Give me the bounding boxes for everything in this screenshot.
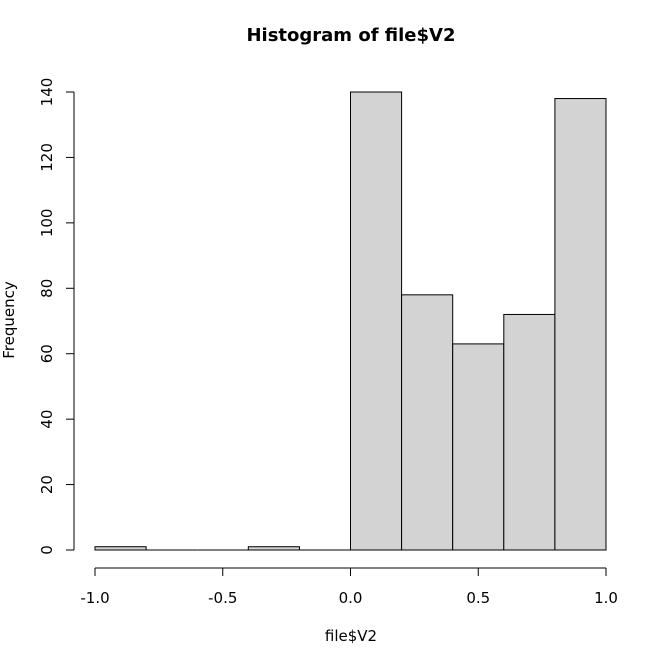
x-tick-label: -1.0: [80, 589, 109, 607]
y-tick-label: 120: [38, 143, 56, 172]
x-axis: -1.0 -0.5 0.0 0.5 1.0: [80, 567, 618, 607]
histogram-bar: [452, 343, 505, 551]
x-tick-label: 0.5: [466, 589, 490, 607]
bars-group: [94, 91, 607, 551]
y-tick-label: 60: [38, 344, 56, 363]
x-tick-label: 1.0: [594, 589, 618, 607]
y-axis-label: Frequency: [0, 281, 18, 359]
x-tick-label: -0.5: [208, 589, 237, 607]
histogram-bar: [554, 98, 607, 551]
y-axis: 0 20 40 60 80 100 120 140: [38, 78, 75, 555]
chart-title: Histogram of file$V2: [246, 25, 455, 46]
y-tick-label: 80: [38, 279, 56, 298]
histogram-bar: [503, 313, 556, 551]
x-axis-label: file$V2: [325, 627, 377, 645]
y-tick-label: 140: [38, 78, 56, 107]
histogram-bar: [247, 546, 300, 551]
y-tick-label: 20: [38, 475, 56, 494]
histogram-bar: [350, 91, 403, 551]
histogram-bar: [401, 294, 454, 551]
histogram-bar: [94, 546, 147, 551]
y-tick-label: 100: [38, 209, 56, 238]
y-tick-label: 40: [38, 410, 56, 429]
y-tick-label: 0: [38, 545, 56, 555]
x-tick-label: 0.0: [339, 589, 363, 607]
